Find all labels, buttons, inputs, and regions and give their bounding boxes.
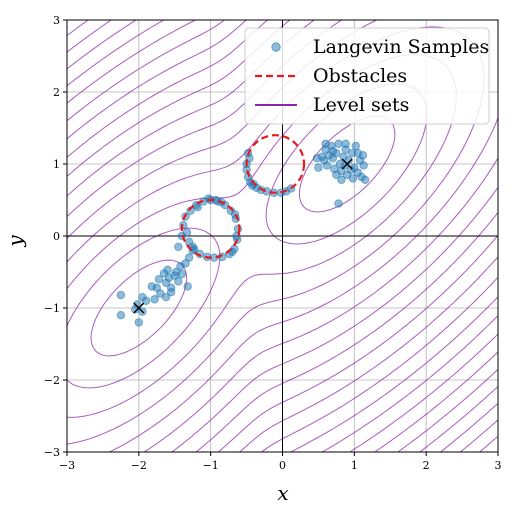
sample-point (344, 156, 353, 165)
y-tick-label: 1 (53, 158, 60, 171)
sample-point (177, 269, 187, 279)
legend: Langevin Samples Obstacles Level sets (244, 27, 490, 125)
level-set-line (67, 20, 498, 452)
legend-label: Level sets (313, 94, 409, 116)
level-set-line (67, 20, 498, 452)
level-set-line (440, 402, 498, 452)
sample-point (348, 174, 358, 183)
sample-point (334, 139, 343, 149)
sample-point (321, 139, 330, 149)
x-tick-label: 2 (423, 459, 430, 472)
obstacle-circle (245, 134, 306, 194)
sample-point (183, 282, 192, 291)
sample-point (314, 163, 323, 172)
x-tick-label: −1 (203, 459, 219, 472)
sample-point (116, 290, 126, 300)
y-axis-label: y (3, 235, 27, 248)
sample-point (184, 253, 194, 262)
sample-point (359, 161, 368, 170)
legend-item: Obstacles (255, 65, 407, 87)
y-tick-label: −3 (44, 446, 60, 459)
sample-point (133, 300, 142, 309)
sample-point (204, 194, 213, 203)
goal-marker-stroke (341, 158, 353, 170)
sample-point (341, 139, 350, 149)
sample-point (332, 170, 341, 179)
sample-point (154, 275, 164, 284)
legend-box (244, 27, 490, 125)
goal-marker (341, 158, 353, 170)
x-tick-label: 0 (279, 459, 286, 472)
sample-point (166, 287, 176, 297)
level-set-line (67, 20, 498, 452)
sample-point (174, 242, 183, 251)
sample-point (328, 146, 337, 156)
sample-point (334, 199, 343, 208)
sample-point (174, 277, 183, 286)
sample-point (242, 165, 251, 174)
sample-point (179, 220, 188, 230)
y-tick-label: −2 (44, 374, 60, 387)
level-set-line (67, 20, 498, 452)
sample-point (156, 289, 165, 298)
y-tick-label: 3 (53, 14, 60, 27)
goal-marker-stroke (133, 302, 145, 314)
sample-point (360, 175, 370, 185)
legend-item: Langevin Samples (271, 36, 489, 58)
ticks: −3 −2 −1 0 1 2 3 −3 −2 −1 0 1 2 3 (44, 14, 502, 472)
sample-point (351, 141, 360, 151)
sample-point (353, 148, 363, 158)
sample-point (193, 202, 202, 212)
sample-point (182, 228, 192, 237)
level-set-line (419, 386, 498, 452)
x-axis-label: x (277, 481, 288, 505)
sample-point (337, 175, 346, 185)
obstacle-circle (180, 198, 241, 259)
sample-point (116, 311, 126, 320)
x-tick-label: −3 (59, 459, 75, 472)
langevin-samples (116, 139, 370, 327)
level-set-line (460, 419, 498, 452)
sample-point (233, 224, 243, 233)
level-set-line (67, 20, 498, 452)
level-set-line (479, 435, 498, 452)
x-tick-label: 3 (495, 459, 502, 472)
goal-marker (133, 302, 145, 314)
sample-point (163, 265, 172, 275)
x-tick-label: −2 (131, 459, 147, 472)
y-tick-label: −1 (44, 302, 60, 315)
y-tick-label: 2 (53, 86, 60, 99)
level-set-line (67, 20, 498, 452)
sample-point (150, 295, 159, 304)
legend-marker (271, 42, 281, 52)
y-tick-label: 0 (53, 230, 60, 243)
legend-label: Obstacles (313, 65, 407, 87)
sample-point (141, 296, 151, 305)
sample-point (322, 161, 332, 170)
x-tick-label: 1 (351, 459, 358, 472)
level-set-line (67, 20, 498, 452)
legend-label: Langevin Samples (313, 36, 489, 58)
sample-point (134, 318, 144, 327)
legend-item: Level sets (255, 94, 409, 116)
